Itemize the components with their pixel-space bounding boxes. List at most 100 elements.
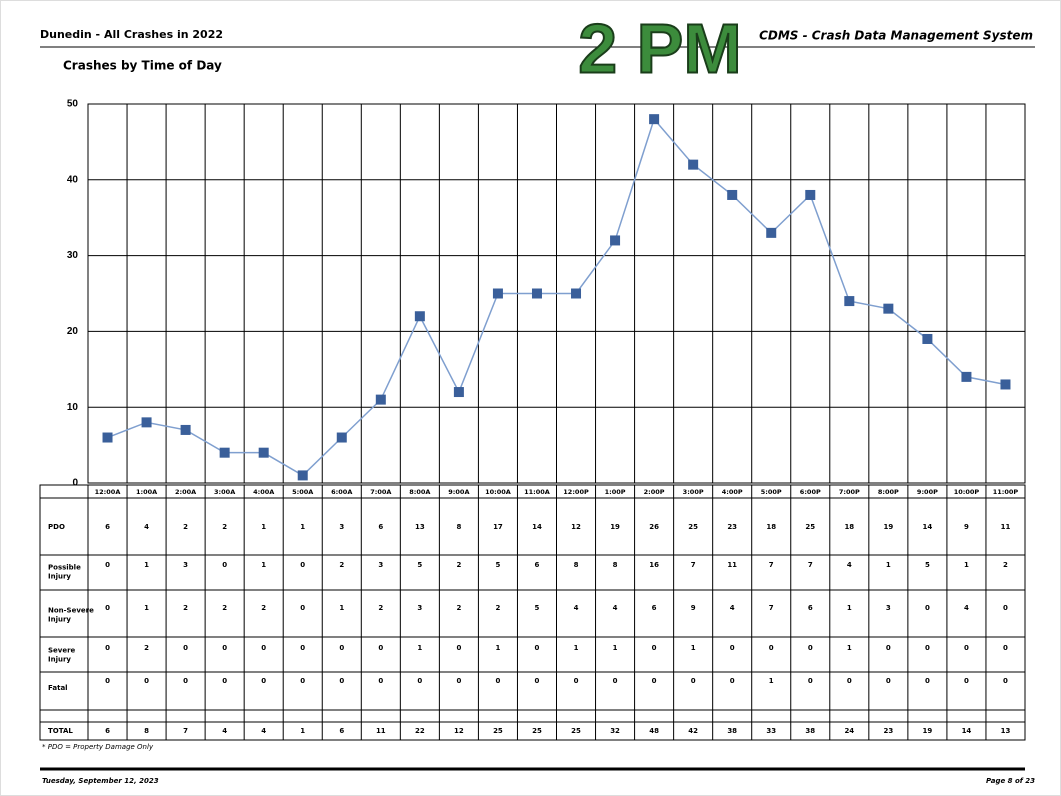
table-cell: 0 (730, 644, 735, 652)
table-cell: 16 (649, 561, 659, 569)
point-marker (844, 296, 855, 307)
point-marker (727, 189, 738, 200)
x-tick-label: 2:00P (644, 488, 665, 496)
table-cell: 0 (925, 644, 930, 652)
point-marker (805, 189, 816, 200)
table-cell: 0 (300, 561, 305, 569)
table-cell: 0 (613, 677, 618, 685)
table-cell: 4 (144, 523, 149, 531)
footnote: * PDO = Property Damage Only (42, 743, 154, 751)
table-cell: 0 (769, 644, 774, 652)
table-cell: 3 (378, 561, 383, 569)
total-cell: 38 (727, 727, 737, 735)
table-cell: 2 (183, 604, 188, 612)
x-tick-label: 10:00P (954, 488, 980, 496)
point-marker (141, 417, 152, 428)
table-cell: 1 (886, 561, 891, 569)
row-label: PDO (48, 523, 65, 531)
table-cell: 5 (925, 561, 930, 569)
x-tick-label: 11:00P (993, 488, 1019, 496)
table-cell: 0 (964, 644, 969, 652)
table-cell: 0 (378, 644, 383, 652)
total-cell: 33 (766, 727, 776, 735)
y-tick-label: 30 (67, 250, 79, 261)
table-cell: 5 (417, 561, 422, 569)
table-cell: 0 (925, 677, 930, 685)
table-cell: 2 (496, 604, 501, 612)
system-name: CDMS - Crash Data Management System (759, 29, 1033, 43)
table-cell: 7 (691, 561, 696, 569)
table-cell: 0 (300, 604, 305, 612)
table-cell: 3 (886, 604, 891, 612)
row-label: Severe Injury (48, 646, 76, 663)
table-cell: 0 (886, 644, 891, 652)
x-tick-label: 5:00P (761, 488, 782, 496)
table-cell: 0 (456, 677, 461, 685)
point-marker (922, 333, 933, 344)
table-cell: 4 (613, 604, 618, 612)
report-title: Dunedin - All Crashes in 2022 (40, 28, 223, 41)
table-cell: 18 (844, 523, 854, 531)
point-marker (610, 235, 621, 246)
table-cell: 7 (808, 561, 813, 569)
table-cell: 2 (456, 561, 461, 569)
table-cell: 1 (847, 604, 852, 612)
table-cell: 2 (144, 644, 149, 652)
x-tick-label: 7:00A (370, 488, 391, 496)
table-cell: 1 (613, 644, 618, 652)
table-cell: 0 (964, 677, 969, 685)
x-tick-label: 12:00P (563, 488, 589, 496)
table-cell: 14 (923, 523, 933, 531)
time-annotation: 2 PM (578, 9, 741, 87)
table-cell: 2 (1003, 561, 1008, 569)
y-tick-label: 0 (72, 478, 78, 489)
x-tick-label: 11:00A (524, 488, 550, 496)
table-cell: 25 (688, 523, 698, 531)
footer-date: Tuesday, September 12, 2023 (42, 777, 159, 785)
table-cell: 0 (300, 644, 305, 652)
x-tick-label: 4:00A (253, 488, 274, 496)
table-cell: 4 (730, 604, 735, 612)
point-marker (297, 470, 308, 481)
table-cell: 12 (571, 523, 581, 531)
x-tick-label: 6:00A (331, 488, 352, 496)
table-cell: 7 (769, 561, 774, 569)
total-cell: 38 (805, 727, 815, 735)
total-cell: 25 (493, 727, 503, 735)
total-cell: 12 (454, 727, 464, 735)
x-tick-label: 9:00P (917, 488, 938, 496)
table-cell: 1 (964, 561, 969, 569)
table-cell: 0 (300, 677, 305, 685)
chart-title: Crashes by Time of Day (63, 59, 222, 73)
x-tick-label: 8:00A (409, 488, 430, 496)
table-cell: 0 (183, 677, 188, 685)
table-cell: 1 (417, 644, 422, 652)
total-cell: 48 (649, 727, 659, 735)
point-marker (414, 311, 425, 322)
table-cell: 2 (378, 604, 383, 612)
point-marker (766, 227, 777, 238)
table-cell: 8 (574, 561, 579, 569)
table-cell: 1 (261, 523, 266, 531)
point-marker (571, 288, 582, 299)
total-label: TOTAL (48, 727, 73, 735)
total-cell: 25 (532, 727, 542, 735)
y-tick-label: 20 (67, 326, 79, 337)
total-cell: 32 (610, 727, 620, 735)
table-cell: 19 (610, 523, 620, 531)
table-cell: 1 (339, 604, 344, 612)
table-cell: 1 (144, 604, 149, 612)
table-cell: 0 (652, 644, 657, 652)
point-marker (336, 432, 347, 443)
total-cell: 19 (923, 727, 933, 735)
x-tick-label: 12:00A (95, 488, 121, 496)
table-cell: 23 (727, 523, 737, 531)
table-cell: 0 (105, 604, 110, 612)
series-line (107, 117, 1006, 477)
point-marker (649, 114, 660, 125)
x-tick-label: 7:00P (839, 488, 860, 496)
total-cell: 11 (376, 727, 386, 735)
table-cell: 8 (613, 561, 618, 569)
point-marker (453, 387, 464, 398)
